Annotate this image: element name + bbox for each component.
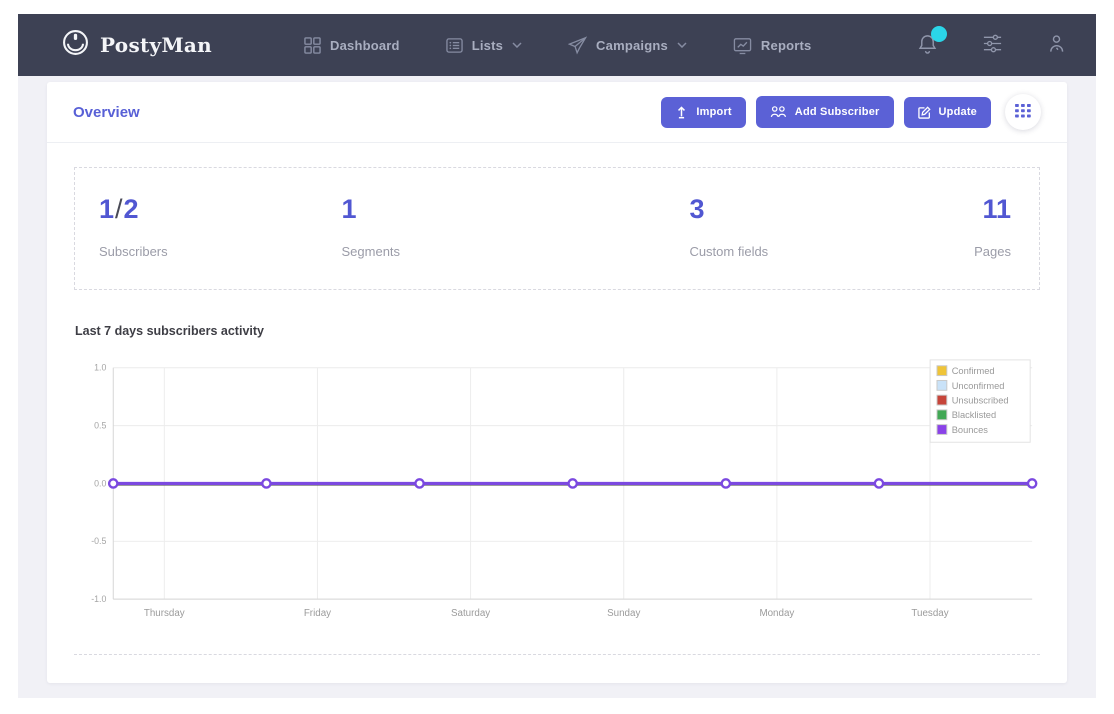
svg-text:Unsubscribed: Unsubscribed (952, 396, 1009, 406)
svg-text:0.0: 0.0 (94, 478, 106, 488)
stat-label: Pages (974, 244, 1011, 259)
brand[interactable]: PostyMan (62, 29, 212, 61)
chevron-down-icon (512, 42, 522, 48)
stat-value: 1 (341, 194, 357, 224)
nav-label: Campaigns (596, 37, 668, 53)
nav-item-campaigns[interactable]: Campaigns (568, 35, 687, 55)
stat-value: 11 (982, 194, 1011, 224)
stat-segments: 1 Segments (341, 194, 690, 260)
svg-text:Thursday: Thursday (144, 608, 185, 619)
edit-icon (917, 105, 931, 119)
nav-label: Lists (471, 37, 504, 53)
stat-custom-fields: 3 Custom fields (689, 194, 974, 260)
svg-text:Bounces: Bounces (952, 425, 989, 435)
nav-item-dashboard[interactable]: Dashboard (304, 36, 400, 54)
add-subscriber-button[interactable]: Add Subscriber (755, 96, 894, 128)
app-window: PostyMan Dashboard (18, 14, 1096, 698)
svg-text:Confirmed: Confirmed (952, 366, 995, 376)
account-button[interactable] (1047, 34, 1066, 56)
svg-text:Monday: Monday (759, 608, 794, 619)
svg-text:Sunday: Sunday (607, 608, 640, 619)
user-icon (1047, 34, 1066, 56)
chevron-down-icon (677, 42, 687, 48)
stat-label: Custom fields (689, 244, 769, 259)
svg-text:Saturday: Saturday (451, 608, 490, 619)
stat-value: 1/2 (99, 194, 139, 224)
stat-divider: / (115, 194, 123, 224)
content-area: Overview Import (18, 76, 1096, 698)
panel-body: 1/2 Subscribers 1 Segments 3 Custom fiel… (47, 143, 1067, 683)
settings-button[interactable] (982, 33, 1003, 57)
brand-name: PostyMan (100, 33, 212, 57)
nav-item-lists[interactable]: Lists (445, 37, 522, 54)
notifications-button[interactable] (917, 26, 947, 57)
chart-title: Last 7 days subscribers activity (75, 324, 264, 338)
sliders-icon (982, 33, 1003, 57)
button-label: Update (938, 106, 977, 118)
postyman-logo-icon (62, 29, 89, 61)
nav-label: Dashboard (330, 37, 400, 53)
svg-text:1.0: 1.0 (94, 363, 106, 373)
stat-pages: 11 Pages (974, 194, 1015, 260)
navbar: PostyMan Dashboard (18, 14, 1096, 76)
upload-icon (675, 105, 688, 119)
notification-badge (931, 26, 947, 42)
button-label: Add Subscriber (794, 106, 880, 118)
paper-plane-icon (568, 35, 588, 55)
header-actions: Import Add Subscriber (661, 94, 1041, 130)
svg-text:-1.0: -1.0 (91, 594, 106, 604)
report-chart-icon (733, 36, 752, 55)
panel-header: Overview Import (47, 82, 1067, 143)
svg-text:Unconfirmed: Unconfirmed (952, 381, 1005, 391)
overview-panel: Overview Import (47, 82, 1067, 684)
svg-text:Blacklisted: Blacklisted (952, 410, 996, 420)
button-label: Import (696, 106, 732, 118)
svg-text:0.5: 0.5 (94, 421, 106, 431)
svg-text:Friday: Friday (304, 608, 331, 619)
svg-text:Tuesday: Tuesday (911, 608, 948, 619)
chart-legend: Confirmed Unconfirmed Unsubscribed Blacklis… (929, 359, 1031, 443)
add-users-icon (770, 105, 787, 119)
stats-card: 1/2 Subscribers 1 Segments 3 Custom fiel… (74, 167, 1040, 290)
dashboard-grid-icon (304, 36, 321, 54)
list-icon (445, 37, 463, 54)
activity-chart: 1.0 0.5 0.0 -0.5 -1.0 Thursday Friday Saturday S… (74, 354, 1040, 638)
chart-section: Last 7 days subscribers activity 1.0 0.5 0… (74, 324, 1040, 656)
stat-subscribers: 1/2 Subscribers (99, 194, 342, 260)
main-nav: Dashboard Lists (304, 35, 812, 55)
import-button[interactable]: Import (661, 96, 746, 128)
update-button[interactable]: Update (903, 96, 991, 128)
page-title: Overview (73, 103, 140, 121)
svg-text:-0.5: -0.5 (91, 536, 106, 546)
nav-label: Reports (760, 37, 812, 53)
apps-grid-icon (1015, 103, 1031, 121)
stat-label: Segments (341, 244, 401, 259)
stat-value: 3 (689, 194, 705, 224)
stat-label: Subscribers (99, 244, 168, 259)
nav-item-reports[interactable]: Reports (733, 36, 812, 55)
apps-grid-button[interactable] (1005, 94, 1041, 130)
navbar-actions (917, 26, 1066, 57)
activity-chart-svg: 1.0 0.5 0.0 -0.5 -1.0 Thursday Friday Saturday S… (91, 359, 1038, 619)
